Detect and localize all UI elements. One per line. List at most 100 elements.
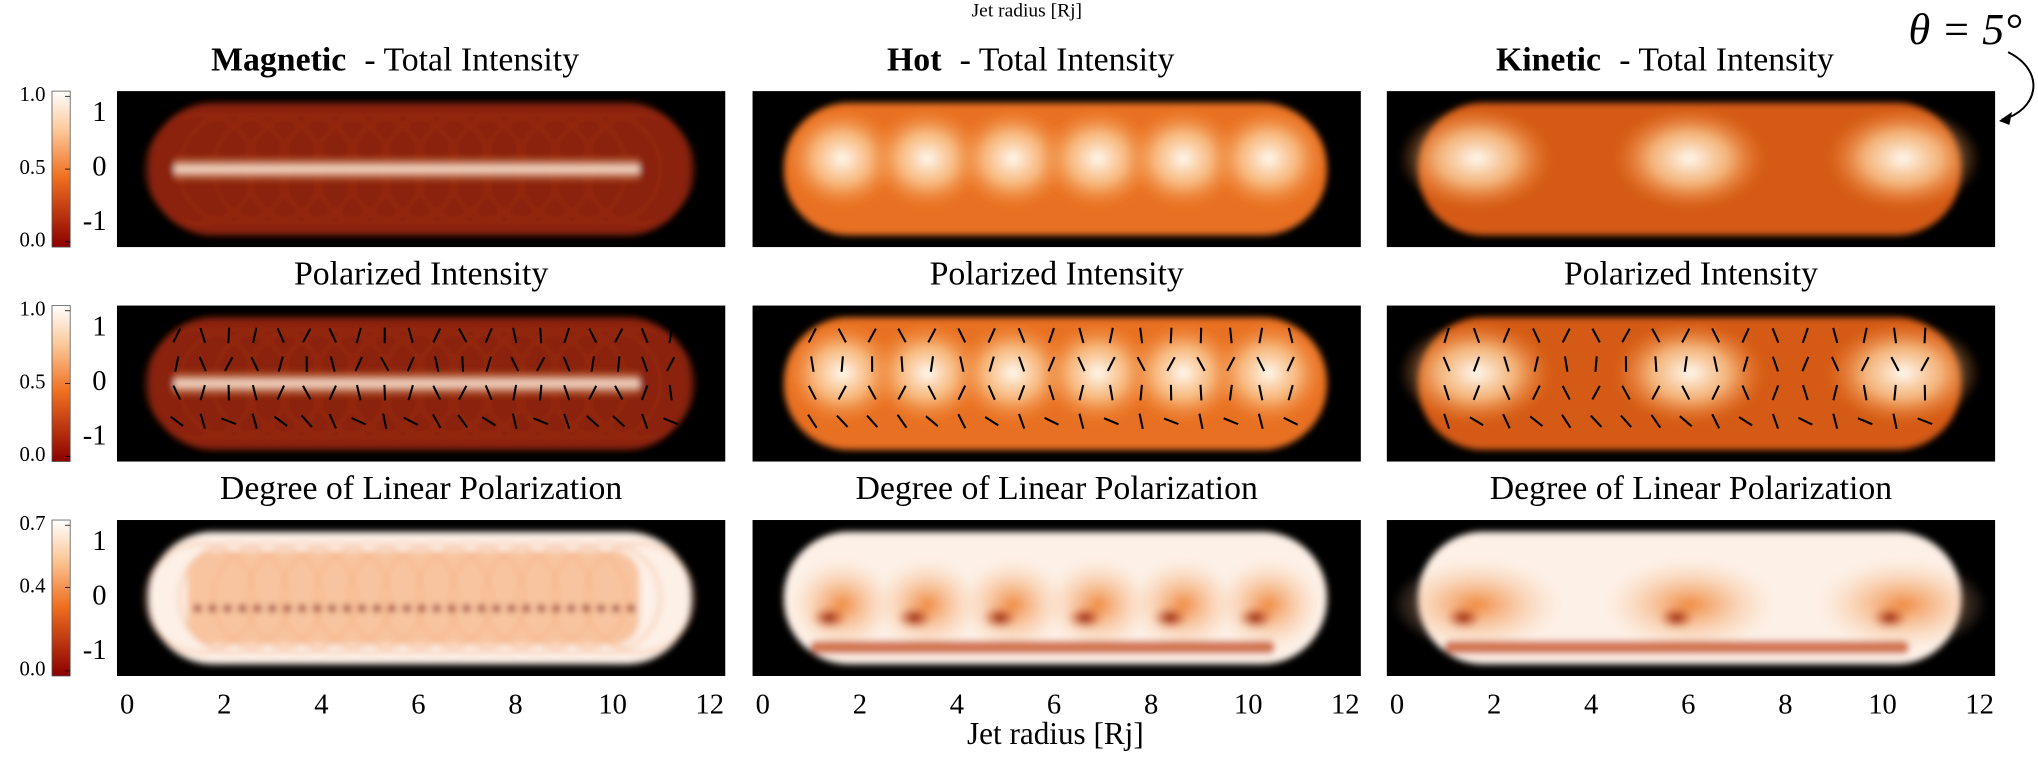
polarization-vector xyxy=(1862,327,1868,344)
polarization-vector xyxy=(1832,327,1839,344)
x-tick-label: 8 xyxy=(1778,690,1792,721)
colorbar xyxy=(51,519,71,677)
polarization-vector xyxy=(1469,416,1484,427)
depolarized-spot xyxy=(238,604,247,613)
polarization-vector xyxy=(563,413,571,429)
polarization-vector xyxy=(1561,385,1571,401)
polarization-vector xyxy=(1621,328,1631,343)
depolarized-spot xyxy=(358,604,366,613)
depolarized-spot xyxy=(328,604,336,613)
polarization-vector xyxy=(837,328,847,343)
polarization-vector xyxy=(1738,416,1753,427)
polarization-vector xyxy=(1196,356,1206,372)
polarization-vector xyxy=(1077,356,1086,372)
polarization-vector xyxy=(988,356,995,372)
depolarized-spot xyxy=(313,604,322,613)
polarization-vector xyxy=(563,327,571,344)
polarization-vector xyxy=(897,385,907,401)
polarization-vector xyxy=(1472,384,1481,401)
polarization-vector xyxy=(590,356,596,372)
polarization-vector xyxy=(484,327,493,344)
orange-region xyxy=(1818,559,1988,651)
polarization-vector xyxy=(562,356,571,372)
y-tick-label: 1 xyxy=(92,526,106,557)
y-tick-label: 0 xyxy=(92,152,106,183)
jet-image xyxy=(1392,531,1988,665)
polarization-vector xyxy=(1651,385,1661,401)
polarization-vector xyxy=(1683,356,1688,372)
bright-knot xyxy=(1824,320,1981,425)
arrow-head xyxy=(1999,111,2013,125)
polarization-vector xyxy=(1198,413,1204,430)
polarization-vector xyxy=(328,413,337,429)
depolarized-spot xyxy=(627,604,635,613)
polarization-vector xyxy=(867,385,877,400)
polarization-vector xyxy=(1650,414,1662,429)
polarization-vector xyxy=(169,415,184,427)
polarization-vector xyxy=(328,385,337,401)
polarization-vector xyxy=(897,328,907,343)
polarization-vector xyxy=(1563,356,1569,372)
x-tick-label: 12 xyxy=(1965,690,1994,721)
polarization-vectors xyxy=(169,327,679,430)
polarization-vector xyxy=(1594,356,1598,372)
polarization-vector xyxy=(1078,413,1085,430)
polarization-vector xyxy=(1531,385,1541,401)
polarization-vector xyxy=(1771,356,1780,372)
polarization-vector xyxy=(957,328,967,343)
bright-knot xyxy=(783,320,901,425)
polarization-vector xyxy=(1163,417,1179,426)
polarization-vector xyxy=(1443,327,1450,344)
polarization-vector xyxy=(1502,385,1511,401)
depolarized-spot xyxy=(432,604,441,613)
polarization-vector xyxy=(1681,385,1691,401)
dark-region xyxy=(1237,606,1274,630)
x-tick-label: 8 xyxy=(508,690,522,721)
colorbar-tick-label: 1.0 xyxy=(20,83,46,106)
polarization-vector xyxy=(533,417,549,426)
polarization-vector xyxy=(1256,356,1266,372)
polarization-vector xyxy=(957,413,967,429)
polarization-vector xyxy=(273,415,288,427)
x-tick-label: 2 xyxy=(1487,690,1501,721)
polarization-vector xyxy=(1529,415,1544,427)
orange-region xyxy=(875,559,980,651)
panel-title: Hot - Total Intensity xyxy=(887,41,1174,78)
depolarized-spot xyxy=(193,604,202,613)
depolarized-spot xyxy=(492,604,501,613)
polarization-vector xyxy=(984,416,999,427)
polarization-vector xyxy=(227,327,231,344)
polarization-vector xyxy=(1802,384,1809,401)
polarization-vector xyxy=(1258,327,1264,344)
polarization-vector xyxy=(640,384,649,401)
bright-knot xyxy=(1210,320,1328,425)
polarization-vector xyxy=(1741,327,1750,343)
polarization-vector xyxy=(1283,416,1299,426)
colorbar-tick-label: 0.0 xyxy=(20,443,46,466)
polarization-vector xyxy=(1048,384,1055,401)
panel-title: Degree of Linear Polarization xyxy=(1490,470,1892,507)
polarization-vector xyxy=(896,414,908,429)
bright-knot xyxy=(1039,320,1157,425)
depolarized-spot xyxy=(208,604,217,613)
colorbar-tick-label: 0.5 xyxy=(20,370,46,393)
jet-image xyxy=(783,531,1328,665)
polarization-vector xyxy=(1257,413,1264,430)
bright-knot xyxy=(1398,106,1555,211)
polarization-vector xyxy=(1226,356,1236,372)
panel-name: Magnetic xyxy=(211,41,346,78)
polarization-vector xyxy=(485,356,492,372)
polarization-vector xyxy=(1917,417,1933,426)
polarization-vector xyxy=(355,384,362,401)
polarization-vector xyxy=(1681,328,1691,343)
polarization-vector xyxy=(1862,384,1868,401)
polarization-vector xyxy=(302,385,312,400)
polarization-vector xyxy=(563,384,571,401)
polarization-vector xyxy=(1893,384,1897,401)
polarization-vector xyxy=(668,327,673,344)
polarization-vector xyxy=(900,356,904,372)
polarization-vector xyxy=(1771,384,1780,401)
polarization-vector xyxy=(1443,413,1451,429)
polarization-vector xyxy=(1287,384,1294,401)
polarization-vector xyxy=(1591,328,1601,343)
